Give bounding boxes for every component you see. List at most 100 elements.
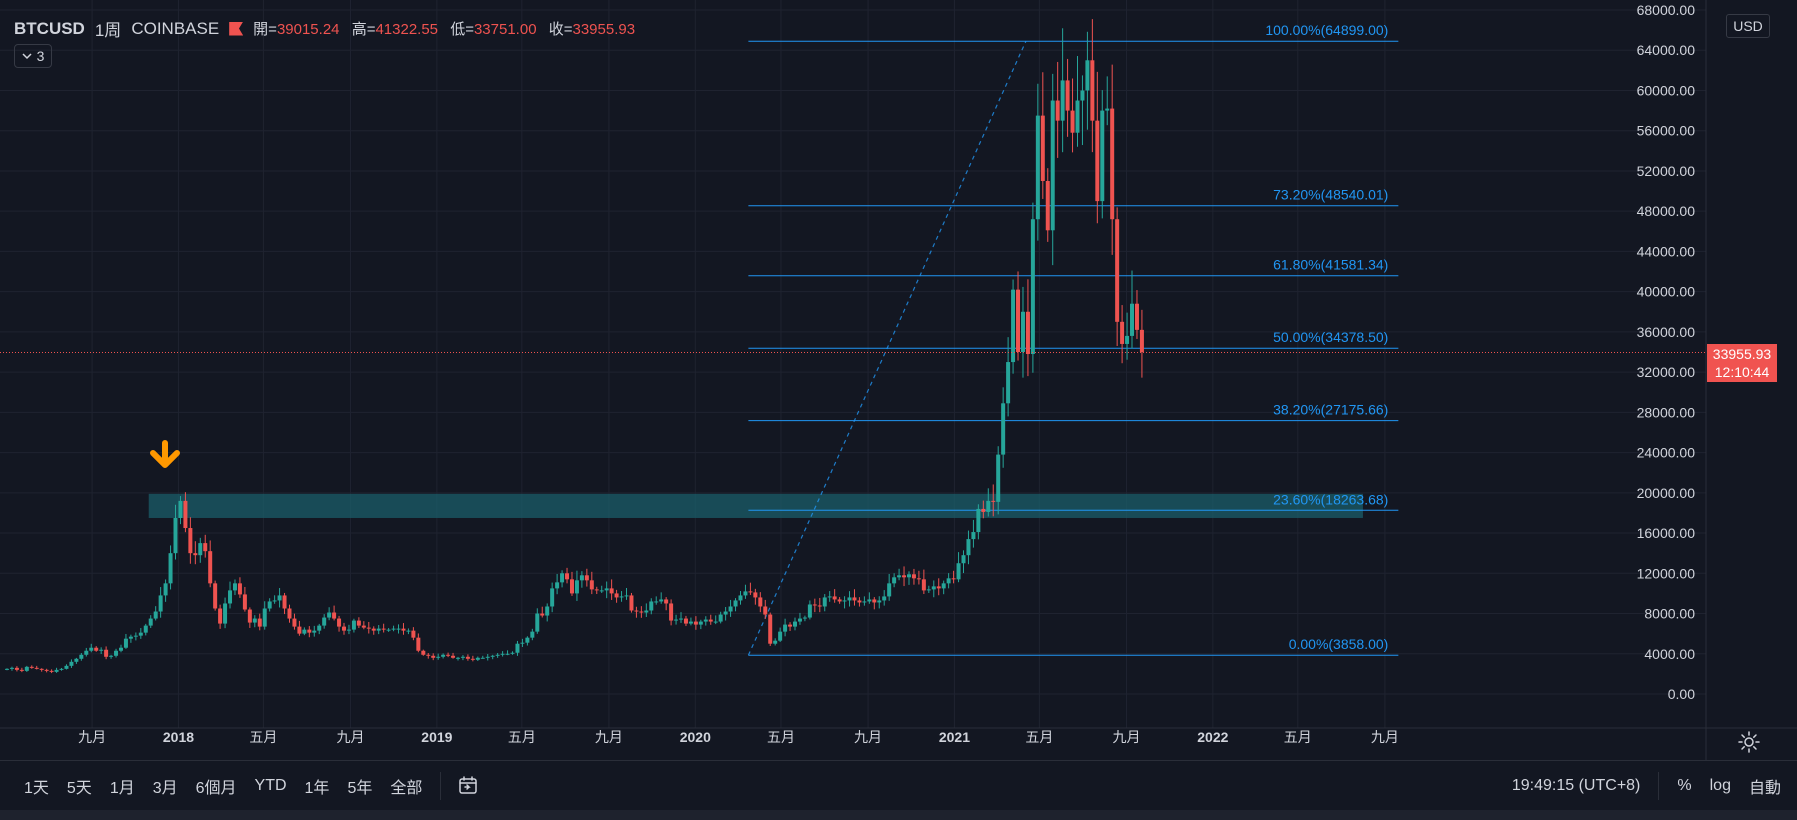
y-tick-label: 60000.00 [1637, 82, 1696, 98]
gear-icon[interactable] [1737, 730, 1761, 754]
candle-body [346, 629, 351, 631]
candle-body [1050, 100, 1055, 231]
go-to-date-icon[interactable] [457, 775, 479, 797]
y-tick-label: 0.00 [1668, 686, 1695, 702]
clock-timezone[interactable]: 19:49:15 (UTC+8) [1511, 776, 1641, 794]
candle-body [282, 595, 287, 609]
candle-body [114, 650, 119, 656]
candle-body [574, 580, 579, 594]
candle-body [109, 655, 114, 657]
candle-body [465, 656, 470, 659]
candle-body [837, 599, 842, 602]
candle-body [312, 630, 317, 633]
candle-body [277, 595, 282, 601]
candle-body [560, 573, 565, 583]
candle-body [475, 657, 480, 660]
candle-body [604, 588, 609, 591]
candle-body [911, 574, 916, 579]
candle-body [971, 532, 976, 540]
fib-level-label: 50.00%(34378.50) [1273, 329, 1388, 345]
candle-body [832, 596, 837, 600]
footer-strip [0, 810, 1797, 820]
candle-body [1075, 100, 1080, 133]
candle-body [431, 655, 436, 658]
candle-body [1016, 289, 1021, 352]
candle-body [366, 627, 371, 629]
candle-body [718, 614, 723, 622]
flag-icon[interactable] [229, 21, 244, 36]
candle-body [322, 617, 327, 626]
candle-body [361, 625, 366, 628]
candle-body [599, 590, 604, 592]
range-6m-button[interactable]: 6個月 [195, 779, 237, 797]
candle-body [138, 632, 143, 636]
interval-label[interactable]: 1周 [94, 21, 122, 40]
candle-body [302, 629, 307, 634]
range-all-button[interactable]: 全部 [390, 779, 423, 797]
candle-body [644, 610, 649, 613]
candle-body [1040, 115, 1045, 181]
range-ytd-button[interactable]: YTD [254, 776, 287, 794]
range-1d-button[interactable]: 1天 [24, 779, 49, 797]
auto-scale-toggle[interactable]: 自動 [1748, 779, 1781, 797]
low-value: 33751.00 [473, 21, 537, 38]
y-tick-label: 68000.00 [1637, 2, 1696, 18]
fib-level-label: 23.60%(18263.68) [1273, 491, 1388, 507]
candle-body [1095, 120, 1100, 202]
candle-body [272, 600, 277, 602]
percent-scale-toggle[interactable]: % [1677, 776, 1692, 794]
y-tick-label: 16000.00 [1637, 525, 1696, 541]
candle-body [649, 601, 654, 611]
candle-body [386, 629, 391, 631]
candle-body [1080, 90, 1085, 101]
candle-body [812, 604, 817, 606]
y-tick-label: 64000.00 [1637, 42, 1696, 58]
x-tick-label: 五月 [508, 729, 536, 745]
candle-body [674, 619, 679, 621]
indicator-count: 3 [36, 48, 45, 64]
range-5d-button[interactable]: 5天 [66, 779, 92, 797]
candle-body [728, 606, 733, 612]
candle-body [936, 586, 941, 589]
x-tick-label: 2022 [1197, 729, 1228, 745]
candle-body [173, 517, 178, 554]
x-tick-label: 2021 [939, 729, 970, 745]
candle-body [579, 575, 584, 581]
x-tick-label: 2019 [421, 729, 452, 745]
candle-body [247, 609, 252, 623]
candle-body [1110, 108, 1115, 220]
candle-body [64, 665, 69, 669]
symbol-name[interactable]: BTCUSD [14, 18, 85, 38]
candle-body [916, 578, 921, 580]
price-chart[interactable]: 100.00%(64899.00) 73.20%(48540.01) 61.80%(… [0, 0, 1797, 760]
down-arrow-icon [150, 440, 180, 468]
range-5y-button[interactable]: 5年 [347, 779, 373, 797]
candle-body [594, 589, 599, 591]
range-1y-button[interactable]: 1年 [304, 779, 330, 797]
candle-body [203, 543, 208, 552]
range-3m-button[interactable]: 3月 [152, 779, 178, 797]
chart-area[interactable]: 100.00%(64899.00) 73.20%(48540.01) 61.80%(… [0, 0, 1797, 760]
y-tick-label: 40000.00 [1637, 284, 1696, 300]
candle-body [723, 611, 728, 615]
candle-body [223, 603, 228, 624]
candle-body [485, 656, 490, 658]
candle-body [267, 601, 272, 609]
log-scale-toggle[interactable]: log [1709, 776, 1731, 794]
x-tick-label: 2020 [680, 729, 711, 745]
range-1m-button[interactable]: 1月 [109, 779, 135, 797]
candle-body [228, 590, 233, 604]
candle-body [763, 606, 768, 615]
currency-button[interactable]: USD [1726, 14, 1770, 38]
indicators-collapse-button[interactable]: 3 [14, 44, 52, 68]
last-price-value: 33955.93 [1712, 346, 1772, 362]
close-label: 收= [548, 21, 573, 38]
candle-body [897, 575, 902, 578]
exchange-label: COINBASE [131, 18, 220, 38]
candle-body [679, 618, 684, 620]
candle-body [788, 624, 793, 627]
candle-body [530, 631, 535, 638]
candle-body [545, 606, 550, 616]
candle-body [143, 625, 148, 633]
y-tick-label: 24000.00 [1637, 445, 1696, 461]
